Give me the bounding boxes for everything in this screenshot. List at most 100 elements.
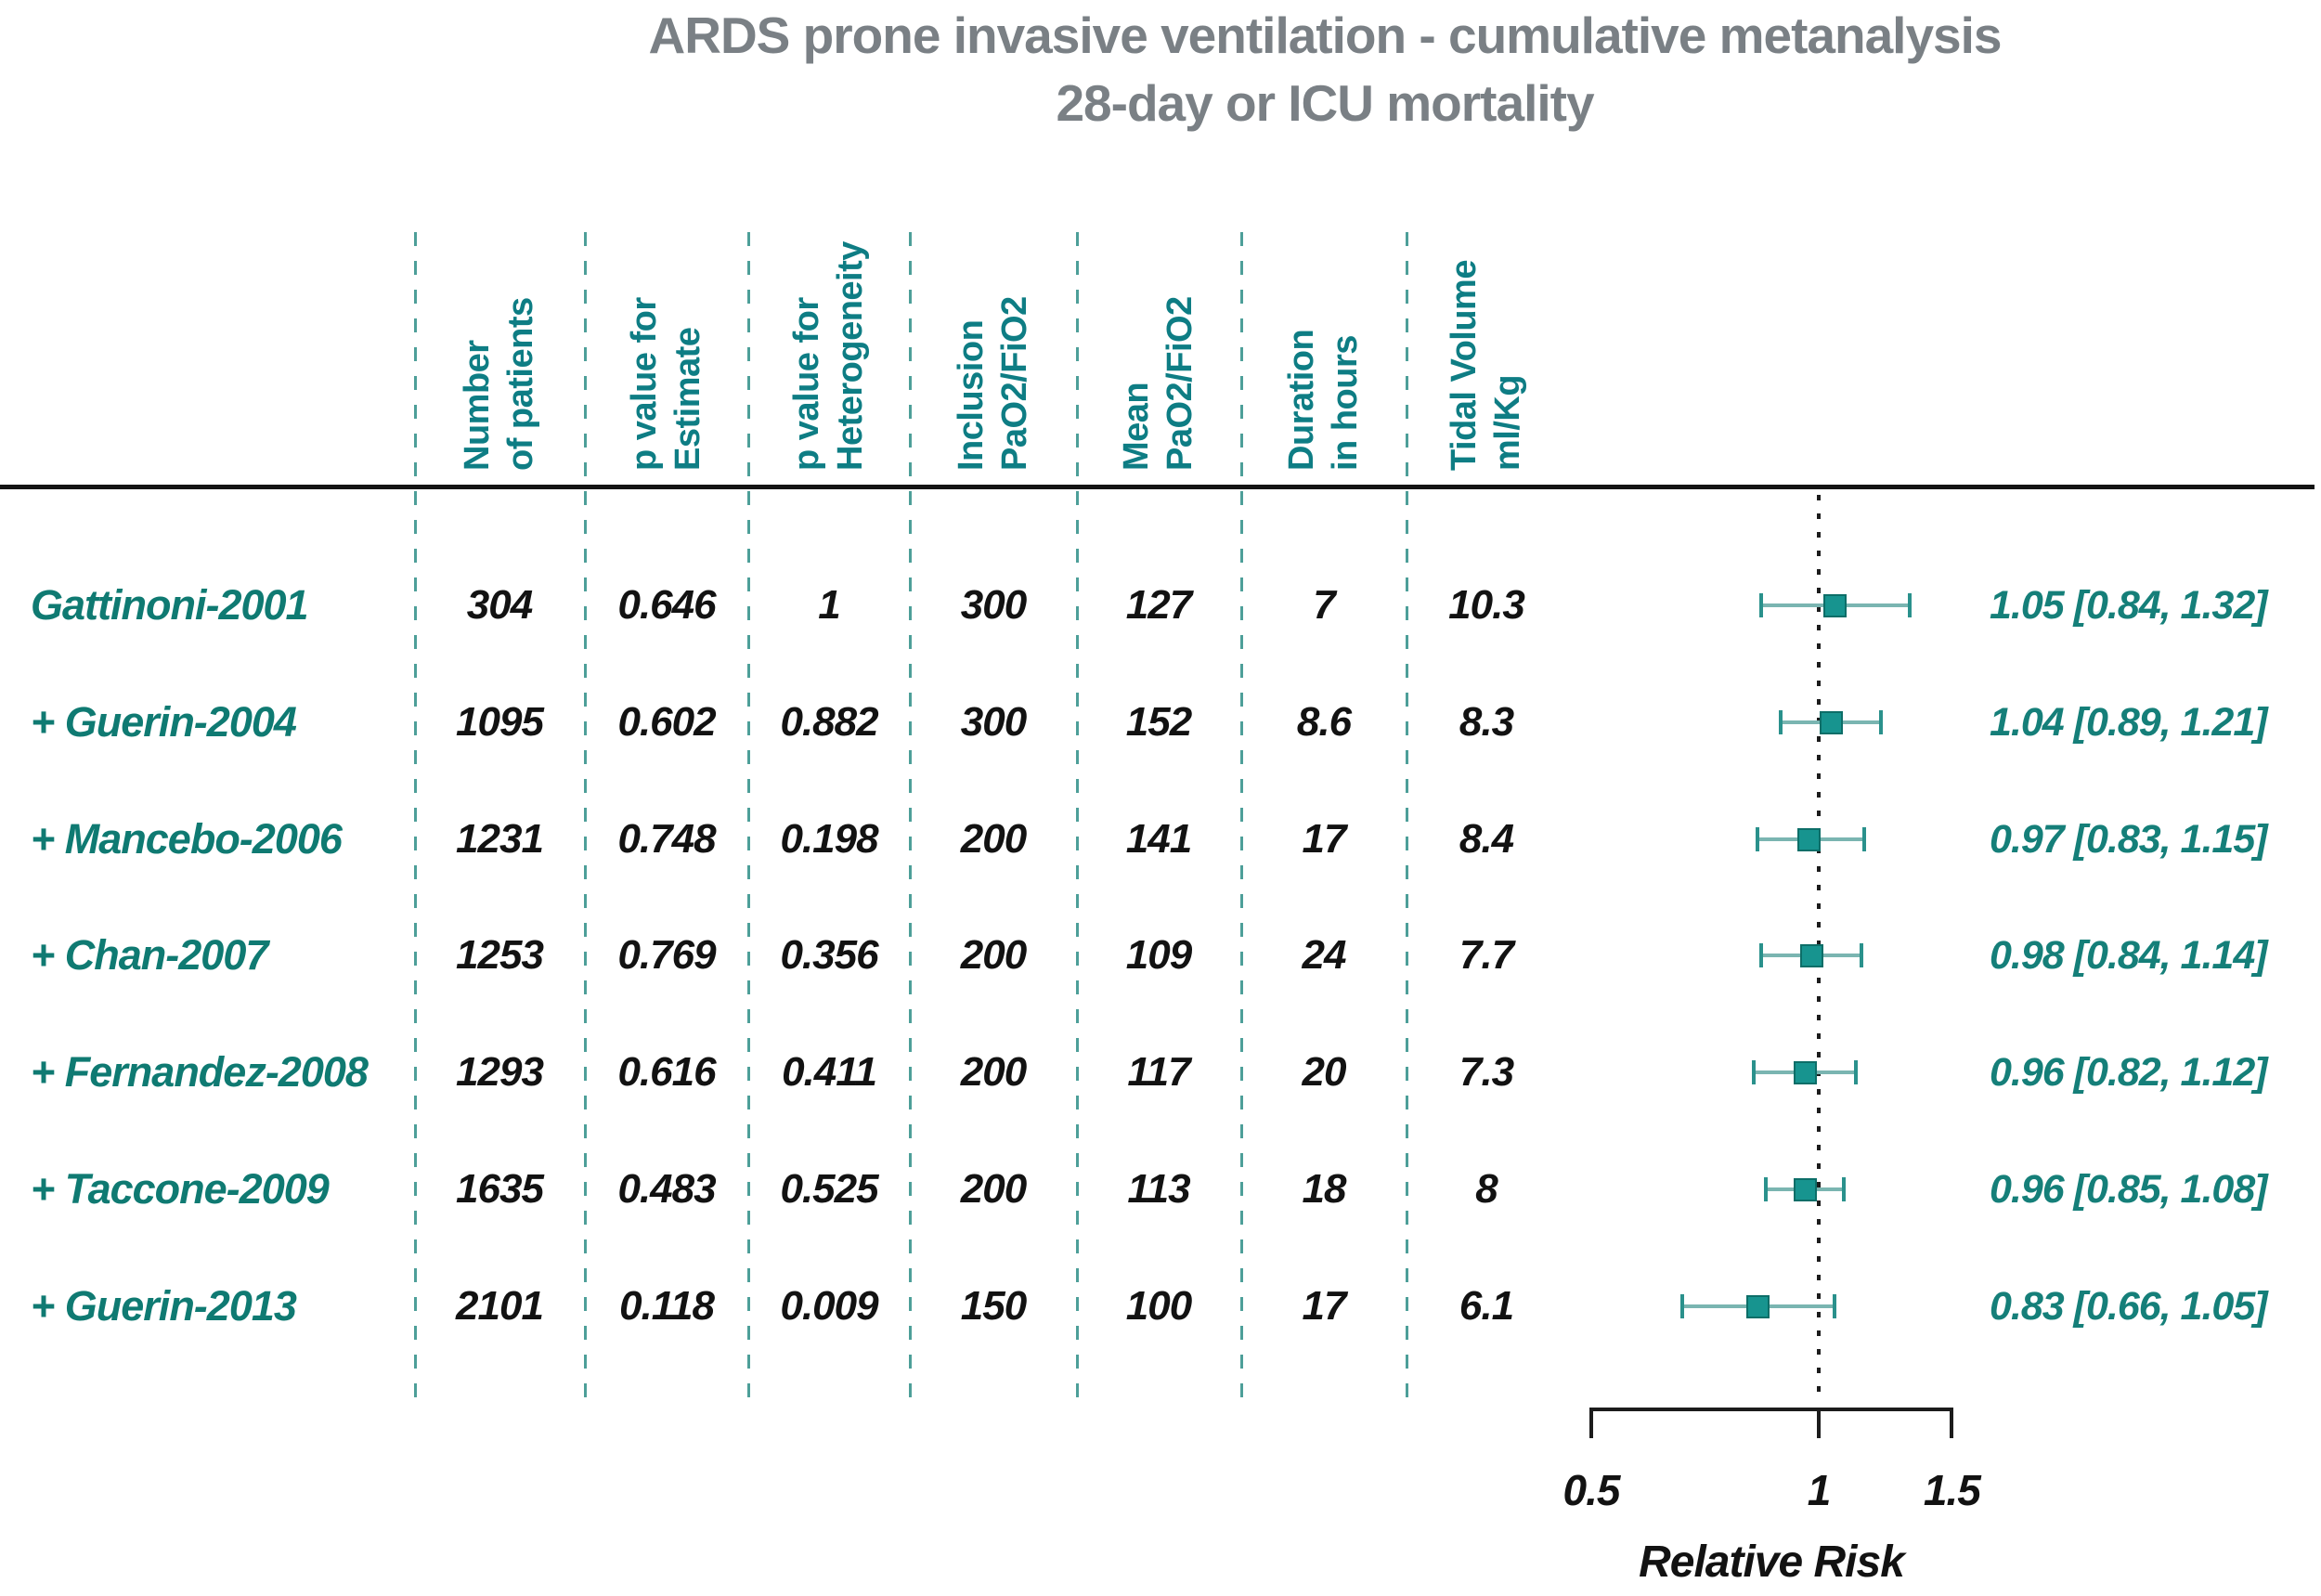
cell-p_heterogeneity: 0.882 xyxy=(780,699,878,745)
cell-duration_hours: 17 xyxy=(1302,1283,1347,1329)
cell-n_patients: 2101 xyxy=(456,1283,544,1329)
x-axis-caption: Relative Risk xyxy=(1639,1538,1905,1587)
rr-ci-label: 0.96 [0.85, 1.08] xyxy=(1990,1167,2268,1212)
forest-ci-cap-left xyxy=(1759,943,1764,967)
cell-mean_pao2_fio2: 113 xyxy=(1127,1166,1190,1212)
cell-mean_pao2_fio2: 127 xyxy=(1125,582,1192,628)
rr-ci-label: 0.83 [0.66, 1.05] xyxy=(1990,1284,2268,1329)
x-axis-tick-label: 1.5 xyxy=(1923,1466,1981,1514)
cell-p_heterogeneity: 0.356 xyxy=(780,932,878,978)
x-axis-tick xyxy=(1950,1408,1954,1438)
cell-mean_pao2_fio2: 141 xyxy=(1125,816,1192,862)
cell-tidal_volume_ml_kg: 7.3 xyxy=(1459,1049,1514,1095)
x-axis-tick xyxy=(1588,1408,1593,1438)
dashed-gridline xyxy=(909,232,912,1408)
x-axis-line xyxy=(1590,1408,1952,1411)
forest-ci-cap-right xyxy=(1879,710,1884,734)
forest-ci-cap-right xyxy=(1908,593,1913,617)
cell-p_estimate: 0.616 xyxy=(617,1049,716,1095)
study-label: + Guerin-2004 xyxy=(31,698,297,746)
forest-ci-cap-right xyxy=(1833,1294,1837,1318)
dashed-gridline xyxy=(1076,232,1079,1408)
rr-ci-label: 1.05 [0.84, 1.32] xyxy=(1990,583,2268,628)
cell-duration_hours: 8.6 xyxy=(1296,699,1352,745)
forest-point-square xyxy=(1796,827,1821,851)
forest-ci-cap-left xyxy=(1751,1060,1756,1084)
cell-tidal_volume_ml_kg: 8 xyxy=(1475,1166,1498,1212)
forest-ci-cap-left xyxy=(1759,593,1764,617)
forest-ci-cap-left xyxy=(1680,1294,1685,1318)
cell-duration_hours: 7 xyxy=(1313,582,1335,628)
forest-point-square xyxy=(1745,1294,1770,1318)
rr-ci-label: 0.97 [0.83, 1.15] xyxy=(1990,817,2268,862)
column-header-line1: p value for xyxy=(787,297,826,471)
cell-p_heterogeneity: 1 xyxy=(818,582,840,628)
dashed-gridline xyxy=(584,232,587,1408)
cell-inclusion_pao2_fio2: 150 xyxy=(960,1283,1027,1329)
rr-ci-label: 1.04 [0.89, 1.21] xyxy=(1990,700,2268,745)
cell-p_heterogeneity: 0.411 xyxy=(782,1049,877,1095)
cell-inclusion_pao2_fio2: 300 xyxy=(960,582,1027,628)
forest-point-square xyxy=(1794,1177,1818,1201)
forest-point-square xyxy=(1794,1060,1818,1084)
table-header-rule xyxy=(0,485,2315,489)
cell-n_patients: 1095 xyxy=(456,699,544,745)
column-header-line1: Tidal Volume xyxy=(1445,260,1484,471)
column-header-line2: in hours xyxy=(1326,335,1365,471)
cell-mean_pao2_fio2: 109 xyxy=(1125,932,1192,978)
cell-n_patients: 1253 xyxy=(456,932,544,978)
cell-duration_hours: 24 xyxy=(1302,932,1347,978)
chart-subtitle: 28-day or ICU mortality xyxy=(1056,74,1594,132)
study-label: + Fernandez-2008 xyxy=(31,1048,369,1096)
forest-ci-cap-left xyxy=(1778,710,1783,734)
cell-inclusion_pao2_fio2: 200 xyxy=(960,1166,1027,1212)
forest-ci-cap-right xyxy=(1854,1060,1859,1084)
chart-title-block: ARDS prone invasive ventilation - cumula… xyxy=(648,2,2003,137)
cell-tidal_volume_ml_kg: 10.3 xyxy=(1448,582,1525,628)
column-header-inclusion_pao2_fio2: Inclusion PaO2/FiO2 xyxy=(950,296,1037,471)
study-label: + Mancebo-2006 xyxy=(31,815,343,863)
forest-point-square xyxy=(1800,943,1824,967)
cell-n_patients: 1231 xyxy=(456,816,544,862)
x-axis-tick-label: 0.5 xyxy=(1562,1466,1620,1514)
dashed-gridline xyxy=(1406,232,1408,1408)
cell-p_estimate: 0.646 xyxy=(617,582,716,628)
rr-ci-label: 0.98 [0.84, 1.14] xyxy=(1990,933,2268,978)
column-header-line2: Estimate xyxy=(668,327,707,471)
cell-p_estimate: 0.769 xyxy=(617,932,716,978)
study-label: Gattinoni-2001 xyxy=(31,581,309,629)
column-header-line1: Number xyxy=(458,340,497,471)
column-header-duration_hours: Duration in hours xyxy=(1280,330,1368,471)
study-label: + Taccone-2009 xyxy=(31,1165,330,1213)
chart-title: ARDS prone invasive ventilation - cumula… xyxy=(648,6,2003,64)
cell-mean_pao2_fio2: 117 xyxy=(1127,1049,1190,1095)
forest-ci-cap-right xyxy=(1842,1177,1847,1201)
column-header-line1: Duration xyxy=(1282,329,1321,471)
dashed-gridline xyxy=(1240,232,1243,1408)
cell-inclusion_pao2_fio2: 200 xyxy=(960,1049,1027,1095)
x-axis-tick-label: 1 xyxy=(1807,1466,1832,1514)
column-header-line2: Heterogeneity xyxy=(831,241,870,471)
forest-ci-cap-right xyxy=(1862,827,1867,851)
column-header-line2: PaO2/FiO2 xyxy=(995,296,1034,471)
cell-p_estimate: 0.483 xyxy=(617,1166,716,1212)
cell-mean_pao2_fio2: 100 xyxy=(1125,1283,1192,1329)
x-axis-tick xyxy=(1817,1408,1821,1438)
forest-ci-cap-right xyxy=(1860,943,1864,967)
column-header-line2: PaO2/FiO2 xyxy=(1160,296,1199,471)
forest-point-square xyxy=(1822,593,1847,617)
cell-tidal_volume_ml_kg: 8.4 xyxy=(1459,816,1514,862)
cell-n_patients: 1635 xyxy=(456,1166,544,1212)
column-header-line1: Mean xyxy=(1117,382,1156,471)
cell-n_patients: 1293 xyxy=(456,1049,544,1095)
cell-inclusion_pao2_fio2: 200 xyxy=(960,932,1027,978)
forest-point-square xyxy=(1820,710,1844,734)
cell-p_estimate: 0.602 xyxy=(617,699,716,745)
study-label: + Guerin-2013 xyxy=(31,1282,297,1330)
study-label: + Chan-2007 xyxy=(31,931,268,979)
cell-n_patients: 304 xyxy=(466,582,533,628)
column-header-p_estimate: p value for Estimate xyxy=(623,297,710,471)
column-header-line1: Inclusion xyxy=(952,319,991,471)
rr-ci-label: 0.96 [0.82, 1.12] xyxy=(1990,1050,2268,1095)
